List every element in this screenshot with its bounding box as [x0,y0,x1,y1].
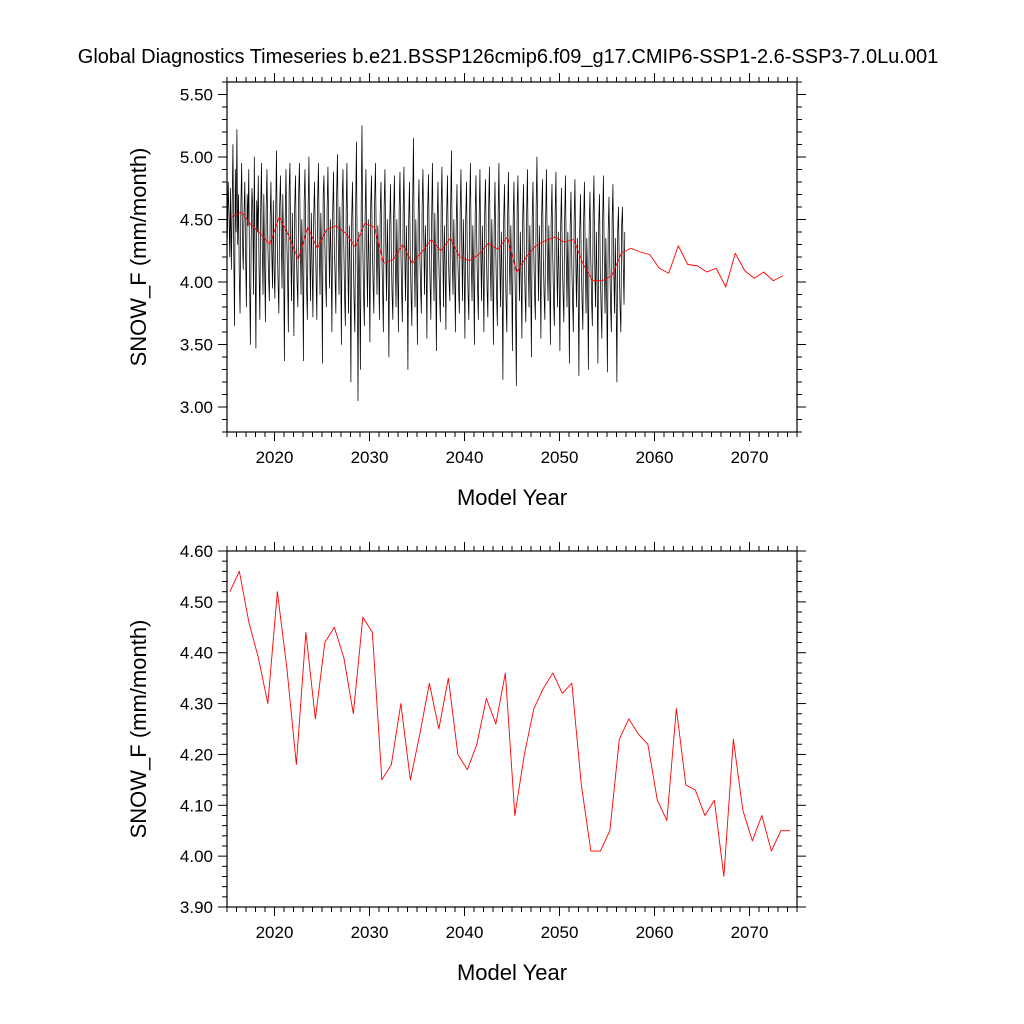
y-tick-label: 4.40 [180,644,213,663]
x-tick-label: 2060 [636,923,674,942]
x-axis-title: Model Year [457,960,567,985]
monthly-series-line [227,125,626,402]
y-tick-label: 4.10 [180,796,213,815]
y-tick-label: 5.50 [180,86,213,105]
top-panel: 2020 2030 2040 2050 2060 2070 3.00 3.50 4.00 4.50… [126,73,806,510]
x-axis-title: Model Year [457,485,567,510]
y-axis-title: SNOW_F (mm/month) [126,148,151,367]
annual-series-line [231,211,783,288]
x-tick-label: 2070 [731,448,769,467]
y-tick-label: 4.60 [180,542,213,561]
x-tick-label: 2020 [256,448,294,467]
y-tick-label: 4.50 [180,593,213,612]
figure-title: Global Diagnostics Timeseries b.e21.BSSP… [78,46,938,68]
x-tick-label: 2040 [446,923,484,942]
x-tick-label: 2040 [446,448,484,467]
y-tick-label: 3.00 [180,398,213,417]
y-tick-label: 4.50 [180,211,213,230]
y-tick-label: 4.00 [180,847,213,866]
x-tick-label: 2070 [731,923,769,942]
x-tick-label: 2030 [351,923,389,942]
x-tick-label: 2050 [541,448,579,467]
plot-frame [226,550,798,908]
y-tick-label: 4.30 [180,695,213,714]
y-tick-label: 4.00 [180,273,213,292]
y-tick-label: 3.90 [180,898,213,917]
y-tick-label: 4.20 [180,745,213,764]
annual-series-line [229,570,791,877]
x-tick-label: 2050 [541,923,579,942]
bottom-panel: 2020 2030 2040 2050 2060 2070 3.90 4.00 4.10 4.20… [126,542,806,985]
x-tick-label: 2060 [636,448,674,467]
y-tick-label: 5.00 [180,148,213,167]
plot-frame [226,81,798,433]
y-tick-label: 3.50 [180,336,213,355]
y-axis-title: SNOW_F (mm/month) [126,620,151,839]
x-tick-label: 2030 [351,448,389,467]
x-tick-label: 2020 [256,923,294,942]
